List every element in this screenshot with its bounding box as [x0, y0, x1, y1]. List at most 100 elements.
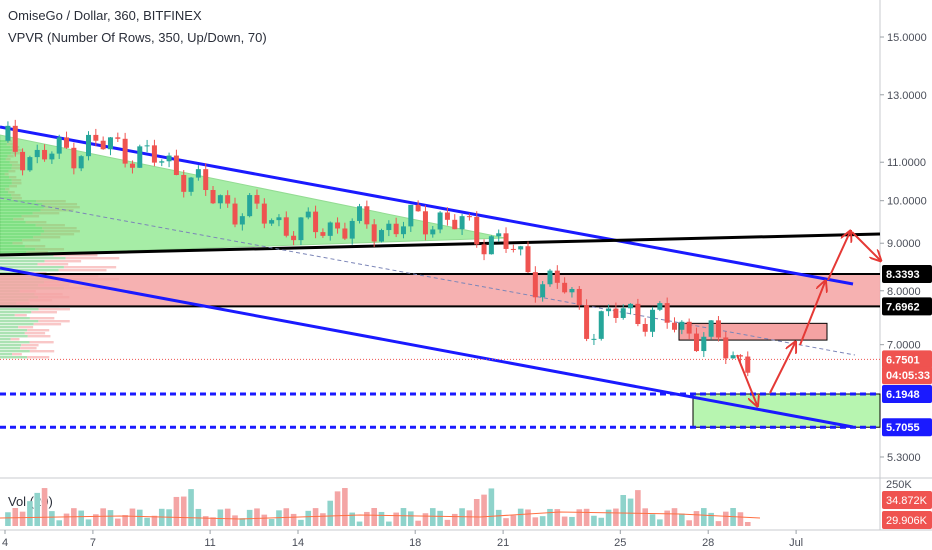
candle-body [254, 195, 260, 204]
candle-body [540, 284, 546, 298]
vpvr-bar-up [0, 263, 38, 266]
price-label-text: 04:05:33 [886, 370, 930, 382]
candle-body [606, 308, 612, 312]
candle-body [86, 134, 92, 157]
candle-body [481, 244, 487, 255]
candle-body [672, 322, 678, 330]
volume-bar [517, 508, 524, 526]
volume-ma-line [0, 511, 761, 520]
candle-body [42, 149, 48, 160]
candle-body [686, 321, 692, 334]
candle-body [437, 212, 443, 230]
candle-body [408, 204, 414, 227]
candle-body [115, 137, 121, 139]
candle-body [444, 212, 450, 220]
volume-bar [217, 509, 224, 526]
candle-body [188, 177, 194, 192]
price-label-tag [882, 418, 932, 437]
candle-body [642, 323, 648, 332]
candle-body [466, 216, 472, 218]
price-label-text: 7.6962 [886, 301, 920, 313]
volume-bar [613, 508, 619, 526]
vpvr-bar-down [12, 353, 22, 356]
volume-bar [466, 510, 473, 526]
candle-body [305, 211, 311, 218]
candle-body [364, 206, 370, 225]
volume-bar [488, 488, 495, 526]
candle-body [379, 230, 385, 242]
volume-bar [415, 520, 421, 526]
vpvr-bar-down [31, 311, 57, 314]
x-tick-label: Jul [789, 537, 803, 549]
candle-body [349, 220, 355, 239]
vpvr-bar-up [0, 308, 39, 311]
vpvr-bar-up [0, 347, 21, 350]
volume-bar [115, 518, 121, 526]
volume-bar [327, 500, 334, 526]
x-tick-label: 4 [2, 537, 8, 549]
vpvr-bar-up [0, 260, 45, 263]
volume-bar [298, 519, 304, 526]
price-label-tag [882, 366, 932, 385]
candle-body [217, 195, 223, 204]
candle-body [474, 216, 480, 245]
volume-bar [576, 509, 583, 526]
volume-bar [708, 512, 714, 526]
black-trendline [0, 232, 881, 257]
projection-arrow [827, 232, 850, 281]
candle-body [532, 272, 538, 298]
price-label-text: 6.1948 [886, 389, 920, 401]
y-tick-label: 10.0000 [887, 196, 927, 208]
volume-bar [561, 516, 568, 526]
volume-bar [451, 513, 458, 526]
volume-bar [34, 492, 41, 526]
projection-arrow [851, 231, 880, 260]
candle-body [225, 195, 231, 204]
volume-bar [268, 519, 275, 526]
candle-body [291, 235, 297, 241]
y-tick-label: 8.0000 [887, 286, 921, 298]
candle-body [320, 232, 326, 236]
candle-body [166, 155, 172, 162]
candle-body [657, 303, 663, 310]
candle-body [144, 145, 150, 147]
candle-body [745, 356, 751, 373]
candle-body [488, 236, 494, 255]
volume-axis-label: 250K [886, 479, 912, 491]
volume-bar [5, 512, 11, 526]
triangle-pattern [0, 134, 506, 256]
candle-body [569, 288, 575, 293]
volume-bar [93, 514, 99, 526]
volume-bar [393, 512, 399, 526]
candle-body [93, 134, 99, 141]
candle-body [562, 282, 568, 293]
vpvr-bar-down [53, 254, 98, 257]
vpvr-bar-up [0, 341, 30, 344]
volume-bar [334, 491, 341, 526]
volume-bar [598, 517, 605, 526]
vpvr-bar-down [20, 347, 37, 350]
volume-bar [349, 512, 356, 526]
volume-bar [85, 519, 92, 526]
volume-label-tag [882, 491, 932, 509]
candle-body [430, 229, 436, 235]
candle-body [371, 224, 377, 242]
volume-bar [569, 516, 575, 526]
vpvr-bar-up [0, 269, 59, 272]
vpvr-bar-up [0, 323, 34, 326]
volume-bar [400, 508, 407, 526]
volume-bar [715, 521, 722, 526]
volume-bar [378, 511, 385, 526]
candle-body [357, 206, 363, 221]
volume-bar [422, 513, 429, 526]
volume-bar [107, 510, 114, 526]
candle-body [708, 320, 714, 337]
vpvr-bar-down [58, 269, 107, 272]
volume-bar [188, 489, 194, 526]
volume-bar [56, 520, 63, 526]
vpvr-bar-down [63, 266, 117, 269]
candle-body [715, 320, 721, 338]
support-zone [692, 393, 881, 428]
candle-body [584, 305, 590, 339]
